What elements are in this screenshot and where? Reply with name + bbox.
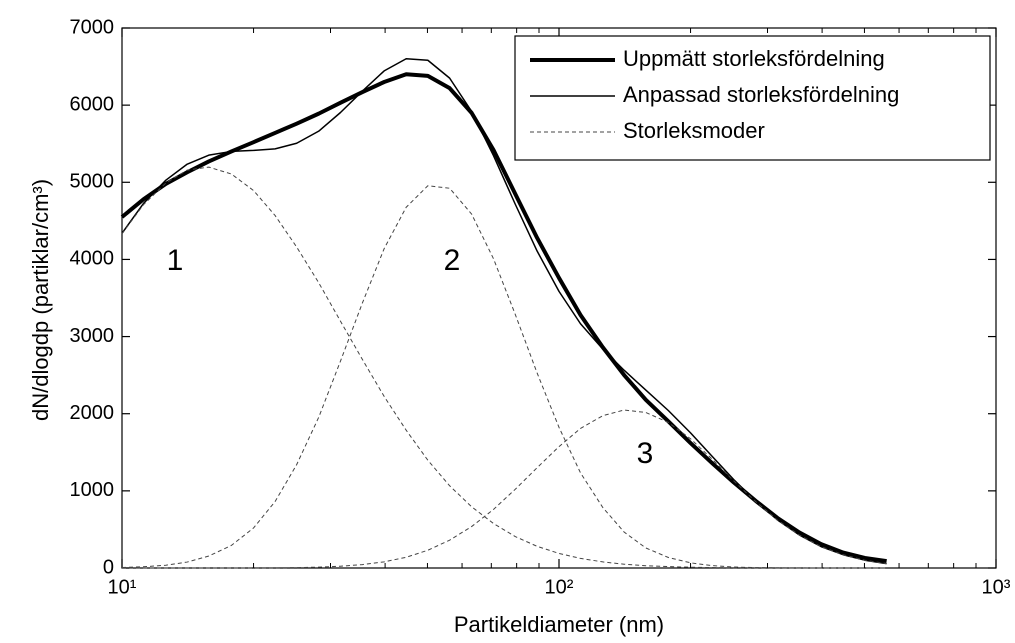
annotation: 2 (444, 244, 461, 277)
y-tick-label: 7000 (70, 16, 115, 38)
y-tick-label: 3000 (70, 325, 115, 347)
y-axis-label: dN/dlogdp (partiklar/cm³) (28, 179, 53, 421)
legend-box (514, 35, 991, 161)
x-axis-label: Partikeldiameter (nm) (454, 612, 664, 637)
x-tick-label: 10³ (982, 576, 1011, 598)
x-tick-label: 10² (545, 576, 574, 598)
y-tick-label: 1000 (70, 479, 115, 501)
y-tick-label: 5000 (70, 171, 115, 193)
series-line (121, 166, 887, 569)
legend-label: Anpassad storleksfördelning (623, 82, 899, 107)
y-tick-label: 4000 (70, 248, 115, 270)
annotation: 3 (637, 437, 654, 470)
y-tick-label: 6000 (70, 93, 115, 115)
series-line (122, 409, 887, 569)
x-tick-label: 10¹ (108, 576, 137, 598)
annotation: 1 (167, 244, 184, 277)
legend-label: Storleksmoder (623, 118, 765, 143)
series-line (121, 185, 887, 569)
legend-label: Uppmätt storleksfördelning (623, 46, 885, 71)
y-tick-label: 0 (103, 556, 114, 578)
y-tick-label: 2000 (70, 402, 115, 424)
